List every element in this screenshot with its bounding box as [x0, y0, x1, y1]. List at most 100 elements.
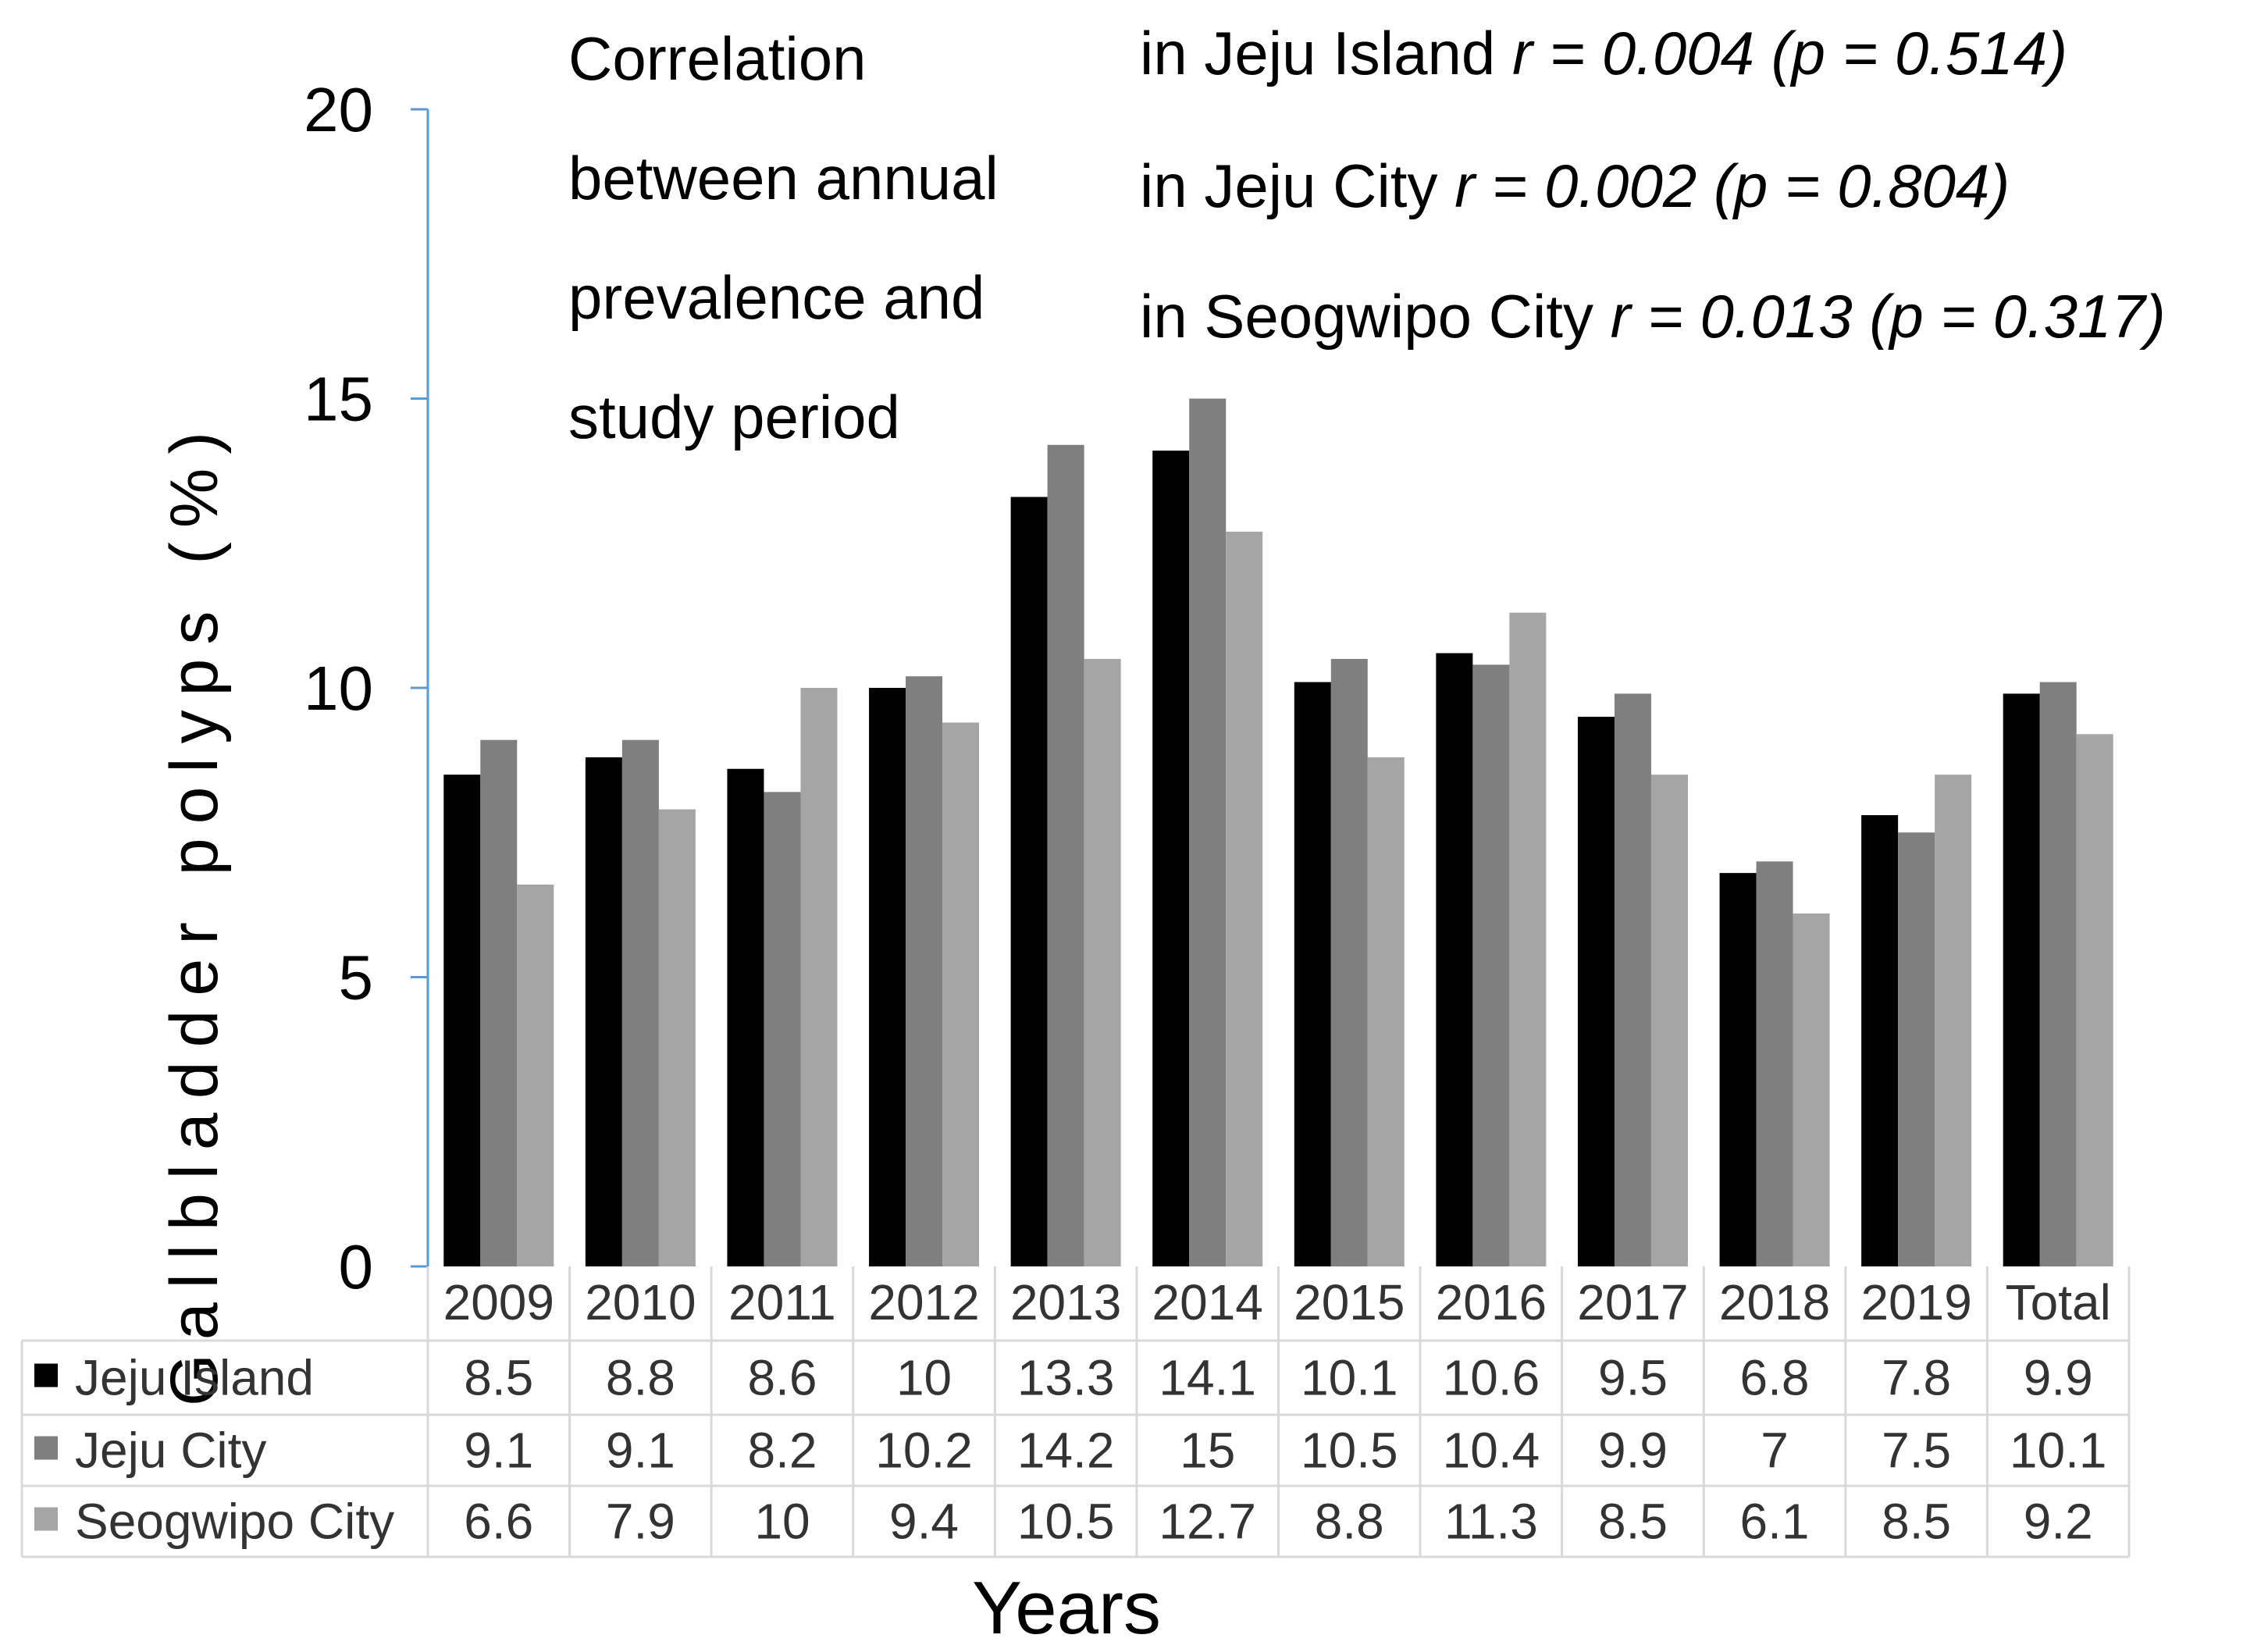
- x-category-label: 2019: [1860, 1274, 1971, 1330]
- bar-jeju-island-2018: [1719, 873, 1757, 1266]
- bar-jeju-island-2009: [443, 775, 481, 1266]
- table-cell: 10.5: [1017, 1494, 1115, 1550]
- correlation-stats: in Jeju Island r = 0.004 (p = 0.514) in …: [1140, 19, 2166, 351]
- bar-jeju-island-2011: [727, 768, 764, 1266]
- bar-jeju-city-2016: [1472, 664, 1510, 1266]
- table-cell: 8.2: [747, 1423, 817, 1479]
- bar-jeju-island-2019: [1861, 815, 1899, 1266]
- table-cell: 9.1: [464, 1423, 533, 1479]
- table-cell: 10: [896, 1350, 952, 1406]
- bar-jeju-city-2010: [621, 739, 659, 1266]
- bar-seogwipo-city-2012: [942, 722, 980, 1266]
- y-tick-label: 20: [304, 75, 373, 144]
- x-category-label: 2010: [585, 1274, 696, 1330]
- legend-label-seogwipo-city: Seogwipo City: [75, 1494, 394, 1550]
- bar-seogwipo-city-2016: [1509, 612, 1547, 1266]
- annotation-line-2: between annual: [568, 144, 999, 212]
- table-cell: 8.5: [1598, 1494, 1668, 1550]
- table-cell: 8.8: [1315, 1494, 1384, 1550]
- bar-jeju-city-2009: [480, 739, 518, 1266]
- table-cell: 12.7: [1159, 1494, 1256, 1550]
- correlation-annotation: Correlation between annual prevalence an…: [568, 24, 999, 451]
- bar-jeju-city-2011: [764, 792, 801, 1266]
- table-cell: 9.5: [1598, 1350, 1668, 1406]
- table-cell: 10.4: [1443, 1423, 1540, 1479]
- x-category-label: 2014: [1152, 1274, 1263, 1330]
- bar-seogwipo-city-total: [2076, 734, 2113, 1266]
- y-axis-label: Gallbladder polyps (%): [157, 418, 232, 1406]
- table-cell: 7: [1761, 1423, 1789, 1479]
- legend-swatch-seogwipo-city: [34, 1507, 58, 1531]
- table-cell: 11.3: [1444, 1494, 1538, 1550]
- bar-seogwipo-city-2018: [1793, 913, 1830, 1266]
- bar-seogwipo-city-2014: [1226, 531, 1263, 1266]
- bar-jeju-city-2017: [1614, 693, 1651, 1266]
- bar-jeju-city-2014: [1189, 398, 1227, 1266]
- bar-seogwipo-city-2019: [1935, 775, 1972, 1266]
- bar-seogwipo-city-2011: [800, 688, 838, 1266]
- table-cell: 10.2: [875, 1423, 973, 1479]
- bar-jeju-city-2012: [906, 676, 943, 1266]
- annotation-line-4: study period: [568, 383, 900, 451]
- bar-seogwipo-city-2013: [1084, 658, 1121, 1266]
- bar-jeju-island-2014: [1152, 451, 1190, 1267]
- table-cell: 8.8: [606, 1350, 675, 1406]
- table-cell: 8.5: [1882, 1494, 1951, 1550]
- table-cell: 13.3: [1017, 1350, 1115, 1406]
- table-cell: 7.9: [606, 1494, 675, 1550]
- table-cell: 9.4: [889, 1494, 959, 1550]
- table-cell: 7.8: [1882, 1350, 1951, 1406]
- x-category-label: 2011: [728, 1274, 836, 1330]
- bar-jeju-island-2017: [1577, 717, 1615, 1266]
- legend-swatch-jeju-city: [34, 1436, 58, 1460]
- x-category-label: 2015: [1294, 1274, 1405, 1330]
- table-cell: 8.5: [464, 1350, 533, 1406]
- table-cell: 10: [754, 1494, 810, 1550]
- table-cell: 14.2: [1017, 1423, 1115, 1479]
- table-cell: 9.9: [2024, 1350, 2093, 1406]
- bar-jeju-city-2018: [1756, 861, 1793, 1266]
- stat-jeju-city-r: r = 0.002 (p = 0.804): [1454, 151, 2010, 220]
- table-cell: 9.9: [1598, 1423, 1668, 1479]
- bar-jeju-city-2015: [1330, 658, 1368, 1266]
- table-cell: 15: [1180, 1423, 1235, 1479]
- table-cell: 10.6: [1443, 1350, 1540, 1406]
- y-tick-label: 0: [339, 1232, 374, 1302]
- bar-jeju-island-2010: [585, 757, 622, 1266]
- table-cell: 6.6: [464, 1494, 533, 1550]
- x-category-label: 2012: [868, 1274, 979, 1330]
- legend-swatch-jeju-island: [34, 1363, 58, 1387]
- bar-jeju-city-total: [2039, 682, 2077, 1266]
- bar-seogwipo-city-2009: [517, 884, 554, 1266]
- bar-seogwipo-city-2010: [658, 809, 696, 1266]
- x-category-label: 2009: [443, 1274, 554, 1330]
- table-cell: 7.5: [1882, 1423, 1951, 1479]
- stat-seogwipo-city-label: in Seogwipo City: [1140, 282, 1611, 351]
- x-category-label: 2017: [1577, 1274, 1688, 1330]
- stat-seogwipo-city-r: r = 0.013 (p = 0.317): [1611, 282, 2166, 351]
- table-cell: 10.1: [2010, 1423, 2107, 1479]
- bar-jeju-island-2016: [1436, 653, 1473, 1266]
- bar-jeju-island-2012: [869, 688, 906, 1266]
- table-cell: 10.1: [1301, 1350, 1398, 1406]
- stat-jeju-island-r: r = 0.004 (p = 0.514): [1512, 19, 2067, 87]
- x-axis-label: Years: [972, 1566, 1161, 1649]
- y-tick-label: 5: [339, 943, 374, 1013]
- annotation-line-1: Correlation: [568, 24, 867, 93]
- bars: [443, 398, 2113, 1267]
- data-table: 2009 2010 2011 2012 2013 2014 2015 2016 2017 2018…: [20, 1266, 2131, 1558]
- table-cell: 14.1: [1159, 1350, 1256, 1406]
- table-cell: 9.1: [606, 1423, 675, 1479]
- x-category-label: 2016: [1436, 1274, 1547, 1330]
- y-tick-label: 10: [304, 654, 373, 723]
- bar-seogwipo-city-2015: [1367, 757, 1405, 1266]
- bar-seogwipo-city-2017: [1650, 775, 1688, 1266]
- bar-jeju-island-total: [2003, 693, 2040, 1266]
- stat-jeju-city-label: in Jeju City: [1140, 151, 1454, 220]
- x-category-label: 2013: [1010, 1274, 1121, 1330]
- x-category-label: 2018: [1719, 1274, 1830, 1330]
- table-cell: 9.2: [2024, 1494, 2093, 1550]
- bar-jeju-city-2019: [1898, 832, 1935, 1266]
- table-cell: 6.8: [1740, 1350, 1810, 1406]
